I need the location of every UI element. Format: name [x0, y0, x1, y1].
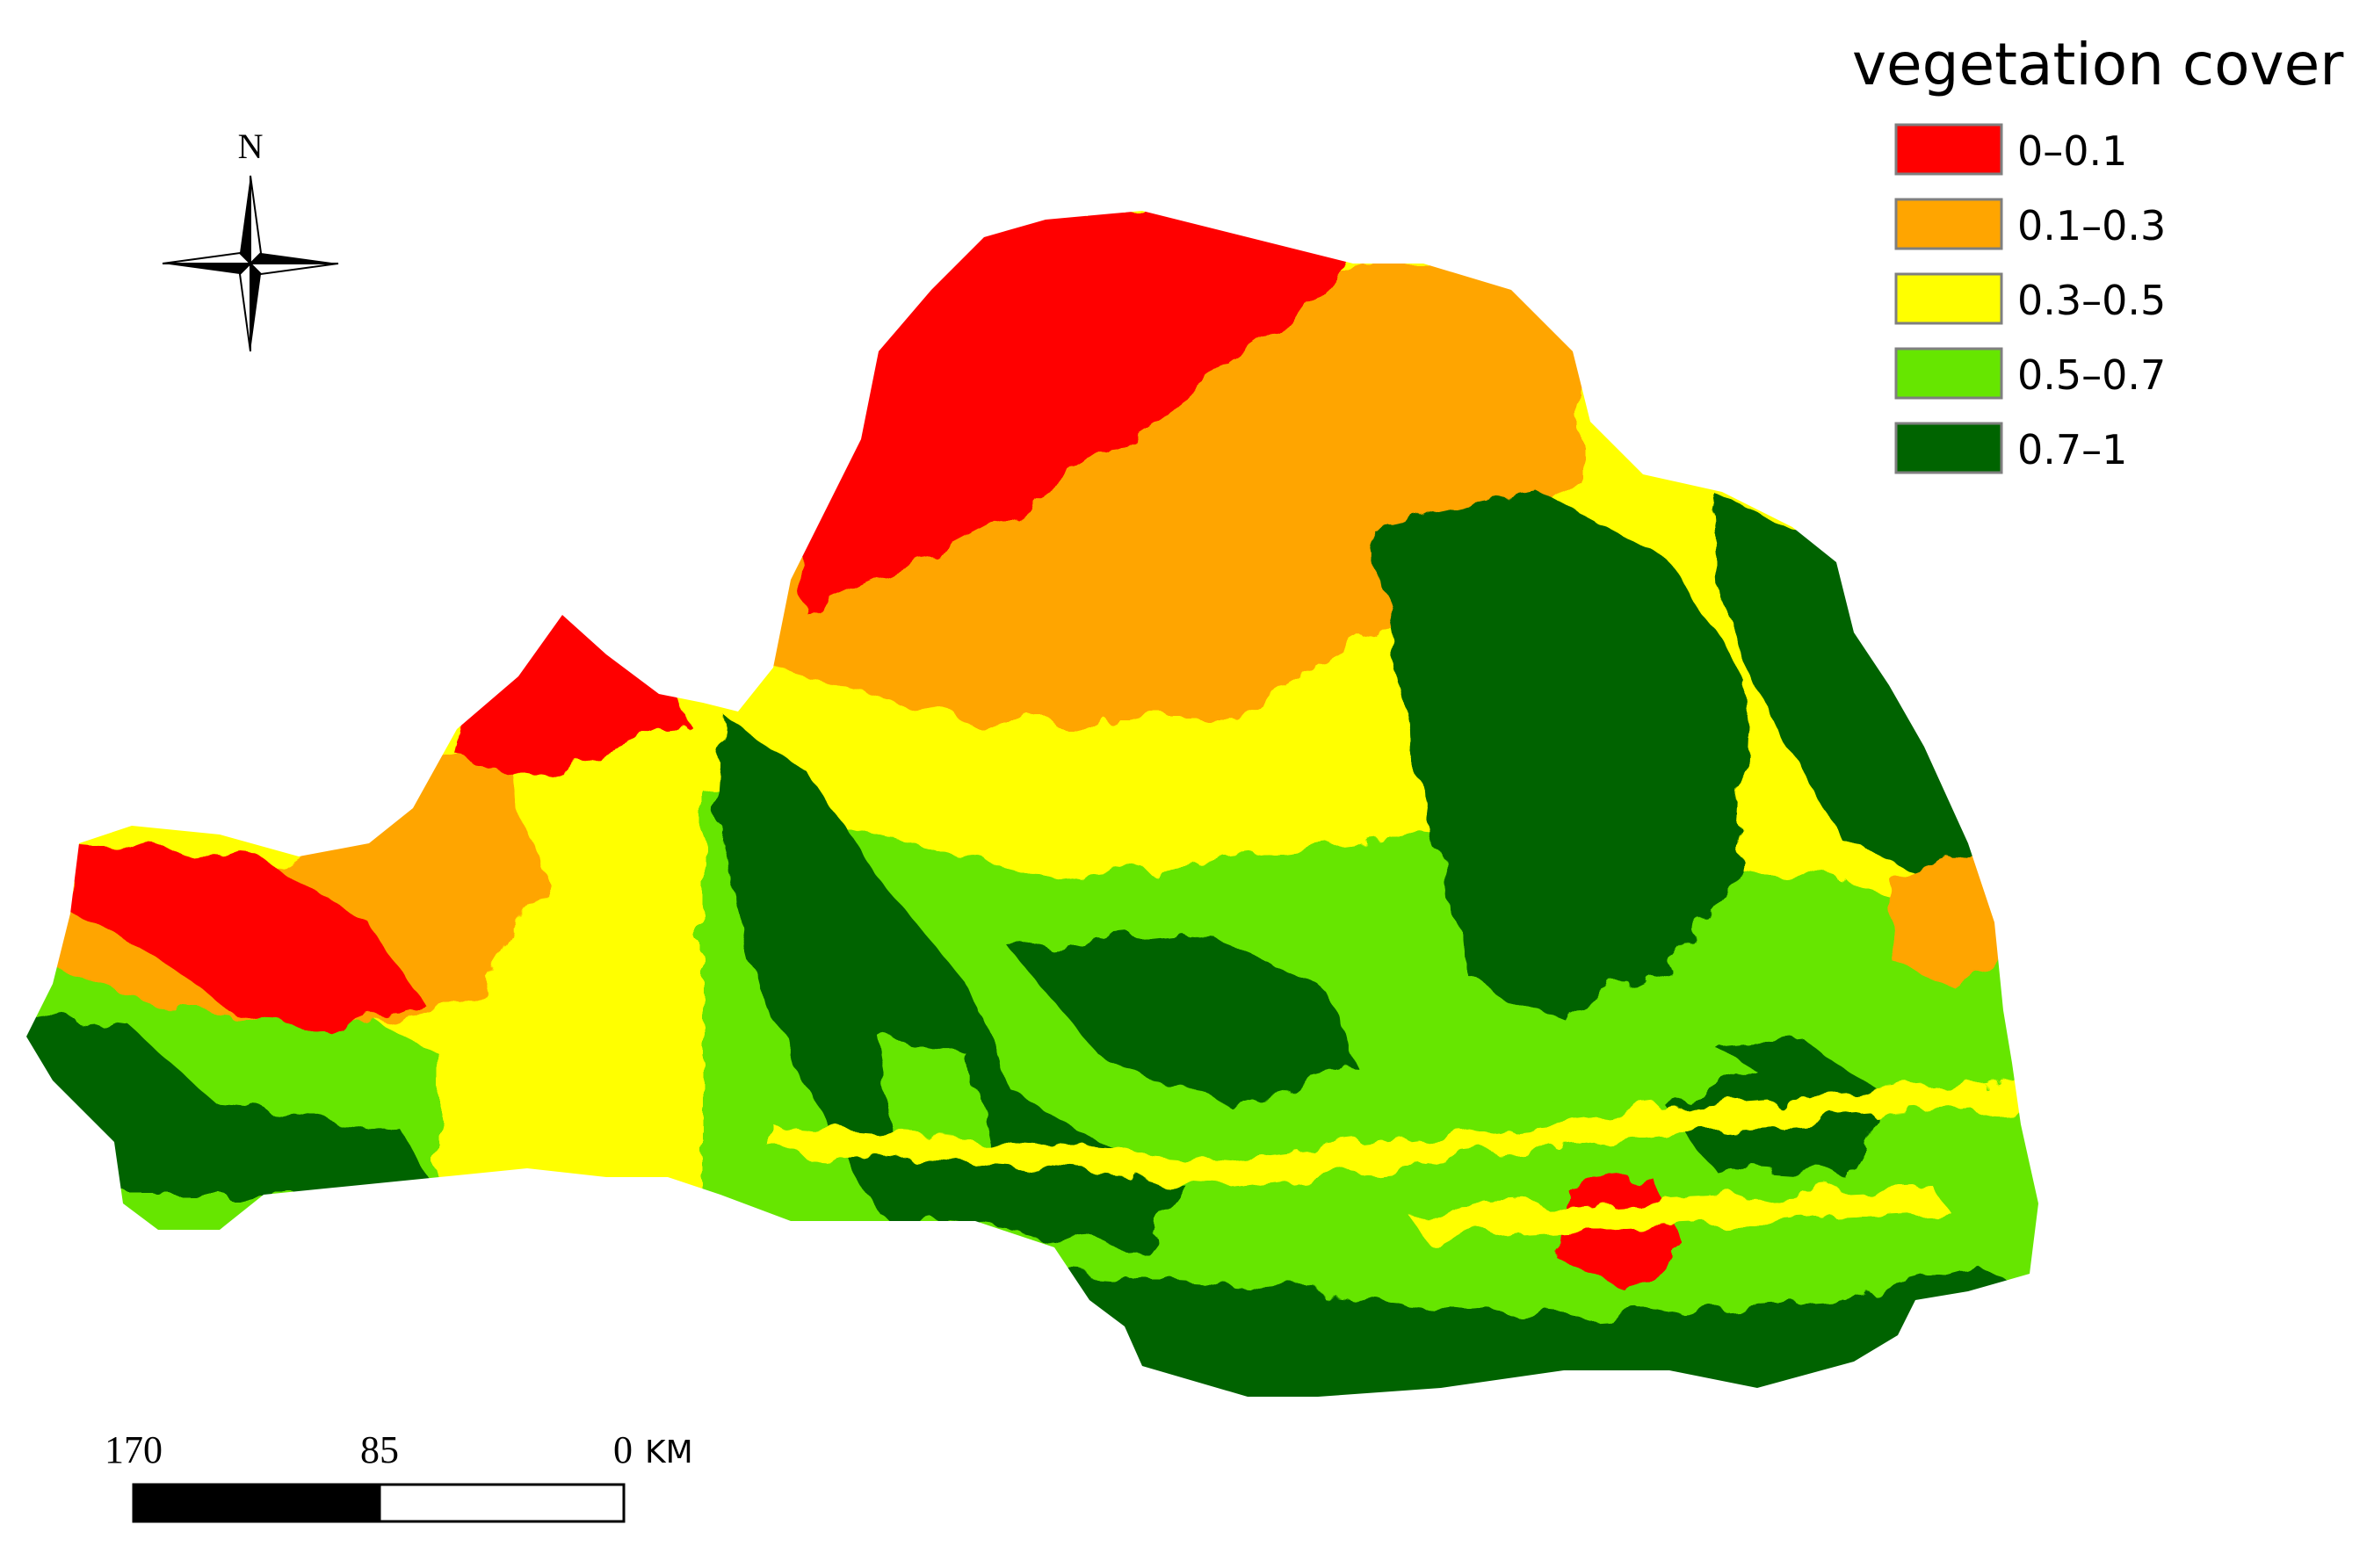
- scale-segment-black: [134, 1485, 380, 1521]
- legend-swatch: [1894, 272, 2003, 325]
- scale-label-85: 85: [360, 1428, 399, 1471]
- legend-item: 0.1–0.3: [1894, 198, 2166, 250]
- legend-item: 0.5–0.7: [1894, 347, 2166, 400]
- scale-segment-white: [378, 1483, 626, 1523]
- legend-title: vegetation cover: [1852, 31, 2344, 98]
- map-region: [26, 211, 2038, 1397]
- legend-label: 0.3–0.5: [2017, 277, 2166, 324]
- scale-bar: 170 85 0 KM: [105, 1428, 693, 1523]
- legend-label: 0.1–0.3: [2017, 202, 2166, 249]
- north-arrow-icon: N: [162, 126, 339, 352]
- legend-label: 0.7–1: [2017, 426, 2127, 473]
- legend: vegetation cover 0–0.1 0.1–0.3 0.3–0.5 0.5–…: [1852, 31, 2344, 474]
- legend-item: 0.3–0.5: [1894, 272, 2166, 325]
- legend-swatch: [1894, 123, 2003, 176]
- legend-item: 0.7–1: [1894, 422, 2127, 474]
- scale-unit: KM: [645, 1434, 693, 1470]
- legend-label: 0.5–0.7: [2017, 351, 2166, 399]
- legend-swatch: [1894, 422, 2003, 474]
- legend-item: 0–0.1: [1894, 123, 2127, 176]
- legend-swatch: [1894, 198, 2003, 250]
- legend-label: 0–0.1: [2017, 127, 2127, 175]
- north-label: N: [238, 126, 264, 166]
- legend-swatch: [1894, 347, 2003, 400]
- scale-label-170: 170: [105, 1428, 163, 1471]
- scale-label-0: 0: [613, 1428, 633, 1471]
